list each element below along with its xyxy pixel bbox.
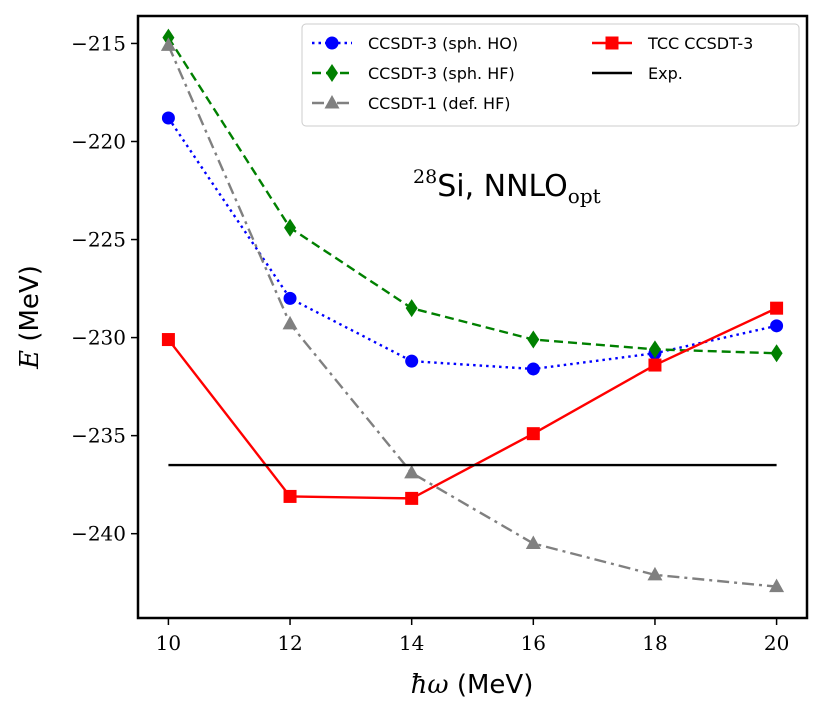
series-1-point-1 — [284, 218, 297, 237]
series-2-point-2 — [404, 464, 420, 479]
y-tick-label-3: −230 — [71, 326, 126, 350]
x-axis-label: ħω (MeV) — [411, 670, 534, 700]
series-0-point-5 — [770, 319, 784, 333]
series-2-point-3 — [525, 535, 541, 549]
series-1-point-4 — [648, 340, 661, 359]
series-2-point-5 — [769, 578, 785, 593]
legend-label-3: TCC CCSDT-3 — [647, 34, 753, 53]
series-1-point-2 — [405, 299, 418, 318]
legend-box — [301, 23, 800, 127]
y-axis-label-unit: (MeV) — [15, 265, 45, 350]
series-layer — [160, 28, 785, 593]
plot-frame — [136, 14, 809, 620]
series-3-point-1 — [283, 489, 297, 503]
x-tick-label-1: 12 — [277, 631, 302, 655]
annotation-element: Si, NNLO — [437, 169, 568, 204]
legend-swatch-marker-0 — [325, 36, 339, 50]
y-tick-label-0: −215 — [71, 31, 126, 55]
series-0-point-3 — [526, 362, 540, 376]
legend-label-2: CCSDT-1 (def. HF) — [368, 94, 511, 113]
series-2-point-1 — [282, 315, 298, 330]
ticks-layer: 10 12 14 16 18 20 −215 −220 −225 −230 −235 −240 — [71, 31, 789, 655]
series-1-point-5 — [770, 344, 783, 363]
nucleus-annotation: 28Si, NNLOopt — [413, 166, 601, 208]
series-line-1 — [167, 36, 777, 355]
legend-label-4: Exp. — [648, 64, 683, 83]
legend-label-0: CCSDT-3 (sph. HO) — [368, 34, 518, 53]
x-tick-label-0: 10 — [156, 631, 181, 655]
x-tick-label-2: 14 — [399, 631, 424, 655]
legend-swatch-marker-1 — [326, 64, 338, 82]
legend-swatch-marker-3 — [605, 36, 619, 50]
series-2-point-0 — [160, 37, 176, 51]
series-line-2 — [167, 44, 777, 588]
x-tick-label-4: 18 — [642, 631, 667, 655]
legend-swatch-marker-2 — [324, 95, 340, 109]
x-axis-label-math: ħω — [411, 670, 449, 700]
series-line-0 — [167, 117, 777, 371]
legend-label-1: CCSDT-3 (sph. HF) — [368, 64, 515, 83]
x-tick-label-3: 16 — [521, 631, 546, 655]
series-0-point-1 — [283, 291, 297, 305]
series-3-point-4 — [648, 358, 662, 372]
x-axis-label-unit: (MeV) — [449, 670, 534, 700]
y-axis-label-math: E — [15, 350, 45, 370]
series-0-point-2 — [405, 354, 419, 368]
y-axis-label: E (MeV) — [15, 265, 45, 370]
y-tick-label-5: −240 — [71, 522, 126, 546]
annotation-mass-number: 28 — [413, 166, 437, 188]
legend-entries: CCSDT-3 (sph. HO) CCSDT-3 (sph. HF) CCSDT-… — [312, 34, 753, 113]
legend: CCSDT-3 (sph. HO) CCSDT-3 (sph. HF) CCSDT-… — [301, 23, 800, 127]
y-tick-label-4: −235 — [71, 424, 126, 448]
x-tick-label-5: 20 — [764, 631, 789, 655]
y-tick-label-2: −225 — [71, 228, 126, 252]
series-3-point-2 — [405, 491, 419, 505]
series-0-point-0 — [161, 111, 175, 125]
series-3-point-5 — [770, 301, 784, 315]
series-2-point-4 — [647, 566, 663, 581]
series-3-point-0 — [161, 333, 175, 347]
annotation-subscript: opt — [568, 184, 601, 208]
series-3-point-3 — [526, 427, 540, 441]
y-tick-label-1: −220 — [71, 129, 126, 153]
series-1-point-3 — [527, 330, 540, 349]
